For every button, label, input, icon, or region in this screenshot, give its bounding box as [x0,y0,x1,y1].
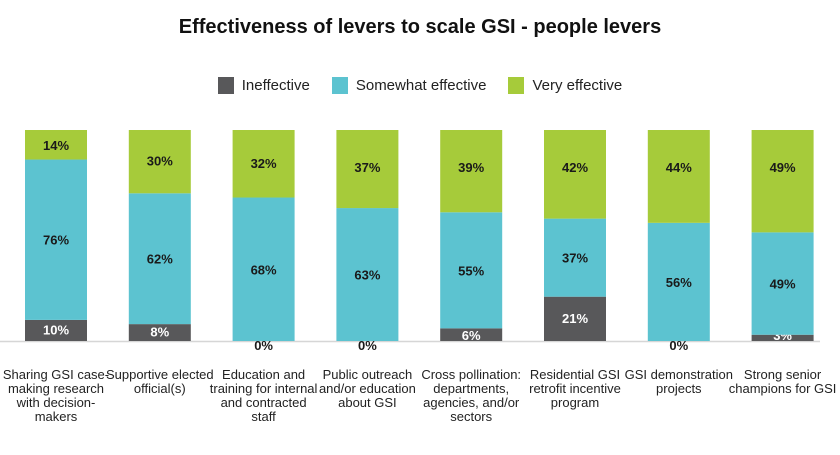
data-label: 0% [254,338,273,353]
data-label: 0% [358,338,377,353]
chart-title: Effectiveness of levers to scale GSI - p… [178,16,662,38]
legend-item: Very effective [508,77,622,94]
legend-swatch [217,77,234,94]
legend-item: Ineffective [217,77,310,94]
bar-segment [647,130,710,223]
bar-segment [128,130,191,194]
data-label: 39% [458,160,484,175]
legend-label: Ineffective [241,77,310,94]
data-label: 62% [147,252,173,267]
data-label: 49% [770,277,796,292]
bar-segment [336,208,399,341]
data-label: 0% [669,338,688,353]
data-label: 55% [458,263,484,278]
category-label: Cross pollination: departments, agencies… [421,367,522,424]
bar-segment [544,218,606,297]
bar-segment [751,130,814,233]
data-label: 76% [43,233,69,248]
bar-segment [544,296,606,341]
bar-segment [25,159,87,320]
data-label: 49% [770,160,796,175]
data-label: 14% [43,138,69,153]
data-label: 68% [251,262,277,277]
bar-segment [751,232,814,335]
legend-swatch [331,77,348,94]
category-label: Education and training for internal and … [209,367,318,424]
bar-segment [544,130,606,219]
data-label: 8% [150,325,169,340]
legend: Ineffective Somewhat effective Very effect… [0,77,840,94]
data-label: 63% [354,268,380,283]
bar-segment [440,212,503,329]
data-label: 37% [354,160,380,175]
category-label: Sharing GSI case-making research with de… [2,367,110,424]
category-label: Residential GSI retrofit incentive progr… [529,367,621,410]
bar-segment [336,130,399,209]
bar-segment [751,334,814,341]
data-label: 32% [251,156,277,171]
legend-label: Somewhat effective [355,77,487,94]
legend-label: Very effective [532,77,623,94]
category-label: Supportive elected official(s) [105,367,214,396]
data-label: 37% [562,251,588,266]
data-label: 6% [462,328,481,343]
data-label: 21% [562,311,588,326]
bar-segment [232,130,295,198]
data-label: 30% [147,154,173,169]
bar-segment [647,222,710,341]
bar-segment [232,197,295,341]
category-label: Public outreach and/or education about G… [318,367,416,410]
bar-segment [128,324,191,341]
category-label: GSI demonstration projects [624,367,733,396]
bar-segment [440,328,503,341]
data-label: 56% [666,275,692,290]
legend-swatch [508,77,525,94]
data-label: 10% [43,322,69,337]
legend-item: Somewhat effective [331,77,487,94]
bar-segment [128,193,191,325]
bar-segment [440,130,503,213]
data-label: 44% [666,160,692,175]
data-label: 42% [562,160,588,175]
bar-segment [25,130,87,160]
category-label: Strong senior champions for GSI [728,367,837,396]
bar-segment [25,319,87,341]
